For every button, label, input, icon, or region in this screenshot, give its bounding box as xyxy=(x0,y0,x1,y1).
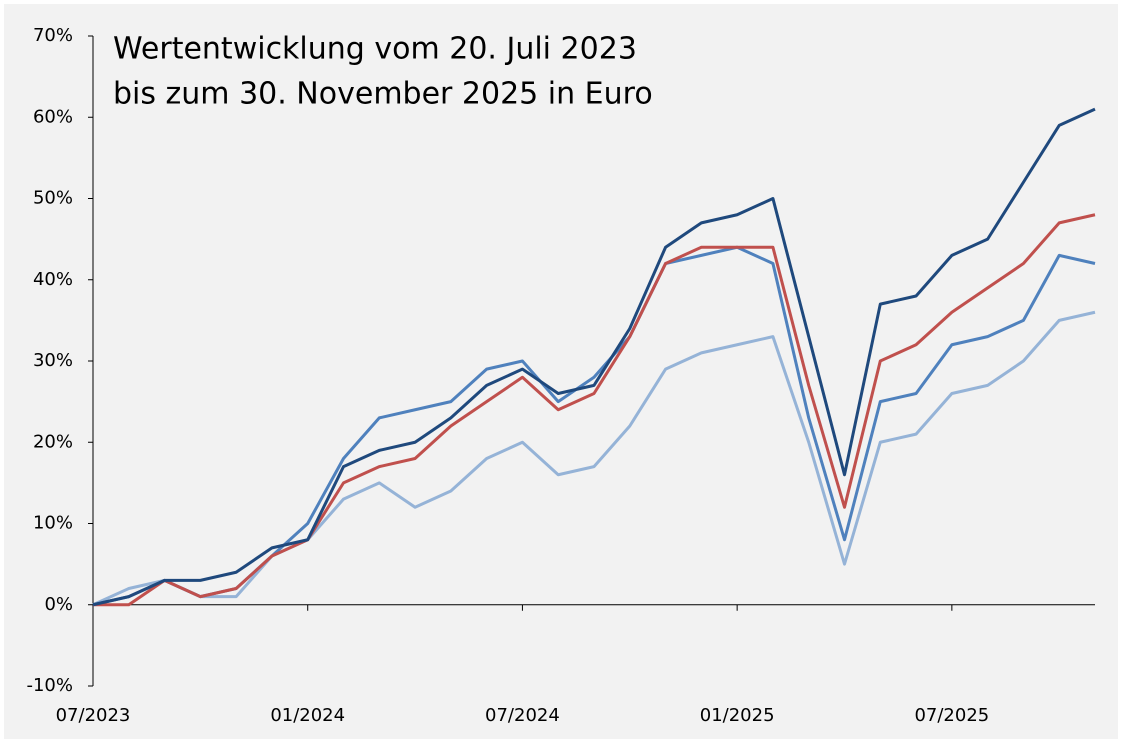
x-tick-label: 07/2023 xyxy=(56,705,131,726)
y-tick-label: 40% xyxy=(33,269,73,290)
y-tick-label: 70% xyxy=(33,25,73,46)
x-tick-label: 07/2024 xyxy=(485,705,560,726)
x-tick-label: 01/2025 xyxy=(700,705,775,726)
y-tick-label: 10% xyxy=(33,513,73,534)
y-tick-label: 30% xyxy=(33,350,73,371)
y-tick-label: 60% xyxy=(33,106,73,127)
chart-title: Wertentwicklung vom 20. Juli 2023 xyxy=(113,32,637,67)
x-tick-label: 07/2025 xyxy=(914,705,989,726)
series-line xyxy=(93,213,1096,607)
series-line xyxy=(92,107,1096,607)
series-line xyxy=(92,310,1096,607)
x-tick-label: 01/2024 xyxy=(270,705,345,726)
chart-background xyxy=(4,4,1118,739)
y-tick-label: 0% xyxy=(44,594,73,615)
y-tick-label: 20% xyxy=(33,431,73,452)
chart-title: bis zum 30. November 2025 in Euro xyxy=(113,77,653,112)
y-tick-label: -10% xyxy=(26,675,73,696)
y-tick-label: 50% xyxy=(33,188,73,209)
